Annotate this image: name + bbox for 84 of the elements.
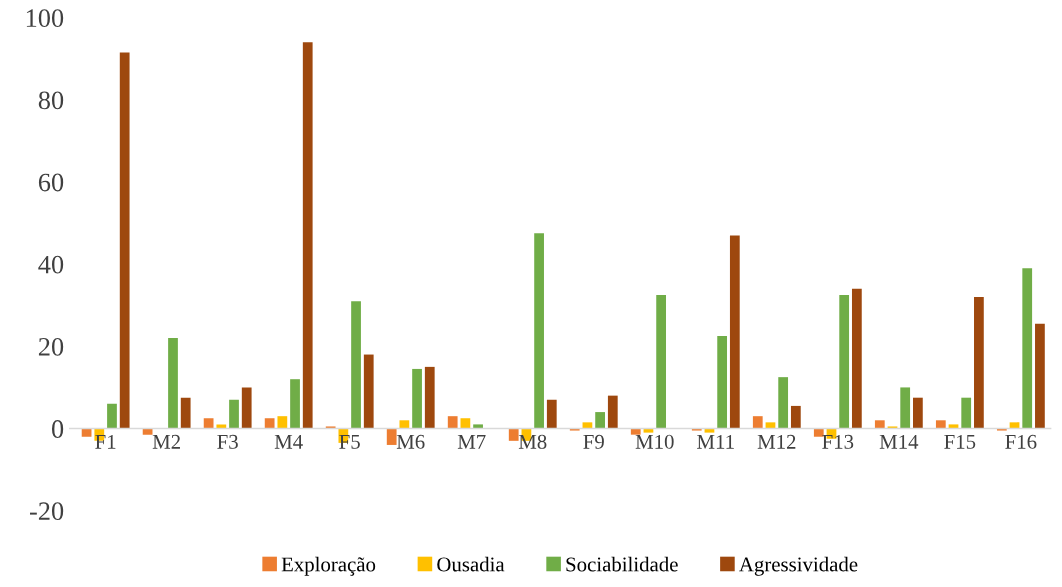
bar <box>81 428 92 437</box>
bar <box>974 297 984 429</box>
bar <box>752 416 763 429</box>
bar <box>302 42 313 429</box>
bar <box>546 399 557 429</box>
x-tick-label: F3 <box>217 434 238 449</box>
legend-label: Exploração <box>281 556 376 576</box>
bar <box>569 428 580 431</box>
legend-label: Sociabilidade <box>566 556 678 572</box>
bar <box>1035 323 1045 429</box>
x-tick-label: M6 <box>396 434 425 449</box>
bar <box>216 424 227 429</box>
bar <box>765 422 776 429</box>
x-tick-label: M8 <box>518 434 547 449</box>
bar <box>643 428 654 433</box>
bar <box>729 235 740 429</box>
bar <box>473 424 483 429</box>
bar <box>460 418 471 429</box>
x-tick-label: M11 <box>697 434 734 449</box>
x-tick-label: F9 <box>583 434 604 449</box>
y-tick-label: 80 <box>38 91 64 110</box>
bar <box>704 428 715 433</box>
bar <box>948 424 959 429</box>
bar <box>107 403 117 429</box>
bar <box>264 418 275 429</box>
bar <box>790 405 801 429</box>
bar <box>241 387 252 429</box>
y-tick-label: 20 <box>38 337 64 356</box>
bar <box>229 399 239 429</box>
bar <box>874 420 885 429</box>
bar <box>290 379 300 429</box>
bar <box>180 397 191 429</box>
x-tick-label: F15 <box>944 434 976 449</box>
bar <box>1022 268 1033 429</box>
x-tick-label: F1 <box>95 434 116 449</box>
x-tick-label: F5 <box>339 435 360 449</box>
y-tick-label: 40 <box>38 255 64 274</box>
bar <box>691 428 702 431</box>
bar <box>142 428 153 435</box>
x-tick-label: F16 <box>1005 434 1037 449</box>
legend-label: Ousadia <box>437 556 505 572</box>
bar <box>607 395 618 429</box>
legend-label: Agressividade <box>739 556 858 576</box>
bar <box>412 368 422 429</box>
bar <box>534 233 544 429</box>
y-tick-label: 60 <box>38 173 64 192</box>
bar <box>582 422 593 429</box>
bar <box>935 420 946 429</box>
bar <box>277 416 288 429</box>
bar <box>717 336 728 429</box>
bar <box>386 428 397 445</box>
x-tick-label: M2 <box>152 434 180 449</box>
bar <box>447 416 458 429</box>
bar <box>996 428 1007 431</box>
bar <box>887 426 898 429</box>
bar <box>778 377 789 429</box>
bar <box>363 354 374 429</box>
bar <box>168 338 178 429</box>
x-tick-label: M10 <box>635 434 674 449</box>
bar <box>961 397 972 429</box>
x-tick-label: M4 <box>274 434 303 449</box>
x-tick-label: M14 <box>879 434 919 449</box>
x-tick-label: M12 <box>757 434 796 449</box>
y-tick-label: 0 <box>51 420 64 438</box>
bar <box>325 426 336 429</box>
bar <box>656 294 667 429</box>
bar <box>399 420 410 429</box>
bar <box>630 428 641 435</box>
x-tick-label: M7 <box>457 435 486 449</box>
bar <box>900 387 911 429</box>
bar <box>813 428 824 437</box>
bar <box>351 301 361 429</box>
bar <box>508 428 519 441</box>
y-tick-label: -20 <box>29 502 64 521</box>
bar <box>424 366 435 429</box>
bar <box>595 412 605 429</box>
x-tick-label: F13 <box>822 434 854 449</box>
bar <box>119 52 130 429</box>
bar <box>203 418 214 429</box>
y-tick-label: 100 <box>26 9 64 28</box>
bar <box>851 288 862 429</box>
bar <box>1009 422 1020 429</box>
bar <box>913 397 923 429</box>
bar <box>839 294 850 429</box>
